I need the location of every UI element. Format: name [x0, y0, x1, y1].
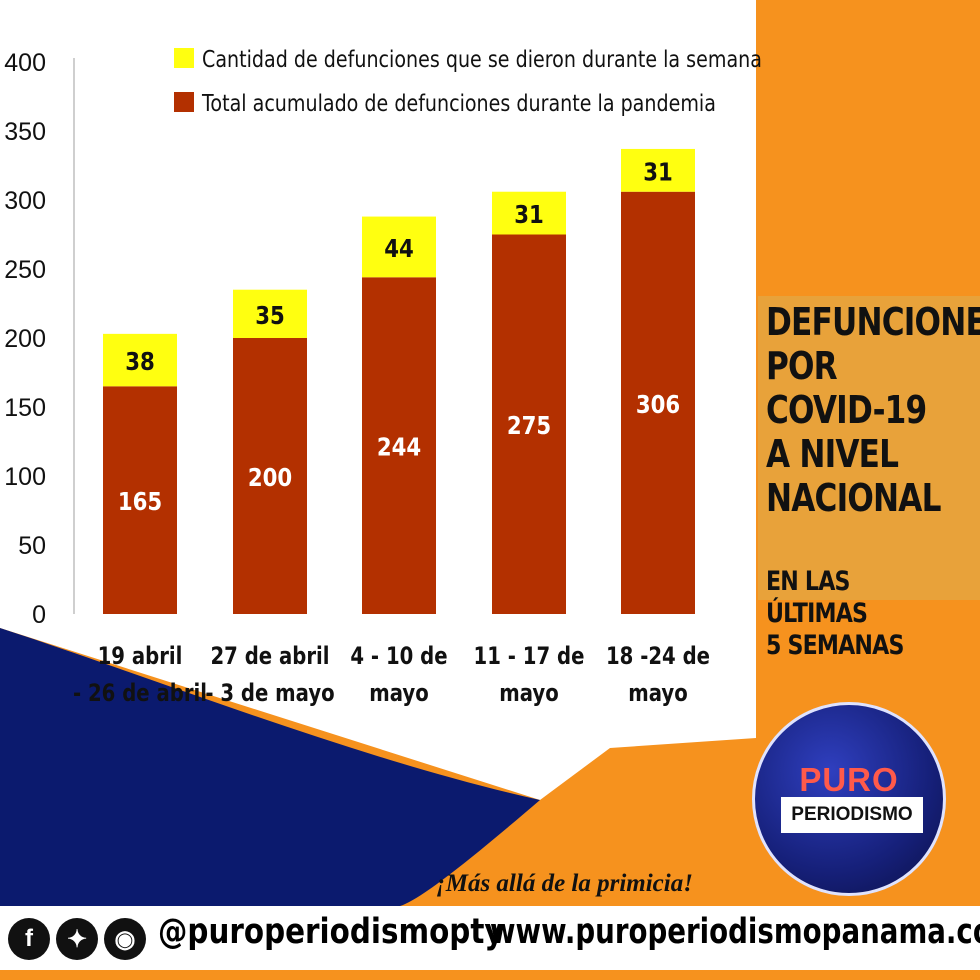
data-label: 200 [248, 463, 292, 492]
y-tick-label: 200 [4, 325, 46, 353]
y-tick-label: 300 [4, 187, 46, 215]
logo-top-text: PURO [799, 761, 899, 798]
data-label: 31 [643, 158, 673, 187]
logo-bottom-text: PERIODISMO [791, 804, 913, 825]
chart-side-subtitle: EN LAS ÚLTIMAS 5 SEMANAS [766, 566, 941, 662]
x-tick-label: 4 - 10 de [350, 643, 447, 670]
bar-segment [362, 277, 436, 614]
title-line: COVID-19 [766, 388, 927, 432]
bar-segment [362, 216, 436, 278]
slogan: ¡Más allá de la primicia! [436, 870, 693, 897]
data-label: 31 [514, 200, 544, 229]
x-tick-label: 27 de abril [210, 643, 329, 670]
legend-swatch [174, 92, 194, 112]
subtitle-line: EN LAS ÚLTIMAS [766, 566, 868, 629]
legend-label: Cantidad de defunciones que se dieron du… [202, 45, 762, 72]
logo-band: PERIODISMO [781, 797, 923, 833]
chart-side-title: DEFUNCIONES POR COVID-19 A NIVEL NACIONA… [766, 300, 980, 520]
website-link[interactable]: www.puroperiodismopanama.com [490, 912, 980, 952]
bar-segment [621, 148, 695, 192]
legend-label: Total acumulado de defunciones durante l… [201, 89, 716, 116]
facebook-icon[interactable]: f [8, 918, 50, 960]
social-handle[interactable]: @puroperiodismopty [158, 912, 504, 952]
data-label: 44 [384, 234, 414, 263]
data-label: 38 [125, 347, 155, 376]
bar-segment [103, 386, 177, 614]
x-tick-label: 19 abril [98, 643, 183, 670]
data-label: 275 [507, 412, 551, 441]
title-line: NACIONAL [766, 476, 941, 520]
data-label: 35 [255, 301, 285, 330]
navy-swoosh [0, 628, 540, 906]
subtitle-line: 5 SEMANAS [766, 630, 904, 661]
legend: Cantidad de defunciones que se dieron du… [174, 45, 762, 116]
x-tick-label: 11 - 17 de [474, 643, 585, 670]
y-tick-label: 50 [18, 532, 46, 560]
y-tick-label: 100 [4, 463, 46, 491]
y-axis: 0 50 100 150 200 250 300 350 400 [4, 49, 75, 629]
title-line: A NIVEL [766, 432, 899, 476]
y-tick-label: 150 [4, 394, 46, 422]
bar-segment [233, 338, 307, 614]
x-tick-label: - 3 de mayo [205, 680, 334, 707]
x-tick-label: 18 -24 de [606, 643, 710, 670]
y-tick-label: 250 [4, 256, 46, 284]
data-label: 165 [118, 488, 162, 517]
x-tick-label: mayo [628, 680, 688, 707]
instagram-icon[interactable]: ◉ [104, 918, 146, 960]
bar-segment [233, 289, 307, 338]
y-tick-label: 0 [32, 601, 46, 629]
x-tick-label: mayo [499, 680, 559, 707]
footer-bar [0, 906, 980, 970]
puro-periodismo-logo: PURO PERIODISMO [752, 702, 946, 896]
x-tick-label: - 26 de abril [73, 680, 207, 707]
twitter-icon[interactable]: ✦ [56, 918, 98, 960]
y-tick-label: 350 [4, 118, 46, 146]
x-tick-label: mayo [369, 680, 429, 707]
bar-segment [492, 191, 566, 235]
data-label: 306 [636, 390, 680, 419]
bar-segment [621, 191, 695, 614]
y-tick-label: 400 [4, 49, 46, 77]
bar-segment [103, 333, 177, 387]
title-panel [758, 296, 980, 600]
bar-segment [492, 234, 566, 614]
data-label: 244 [377, 433, 421, 462]
title-line: DEFUNCIONES [766, 300, 980, 344]
legend-swatch [174, 48, 194, 68]
bars: 165 38 200 35 244 44 275 31 306 31 [103, 148, 695, 614]
title-line: POR [766, 344, 838, 388]
